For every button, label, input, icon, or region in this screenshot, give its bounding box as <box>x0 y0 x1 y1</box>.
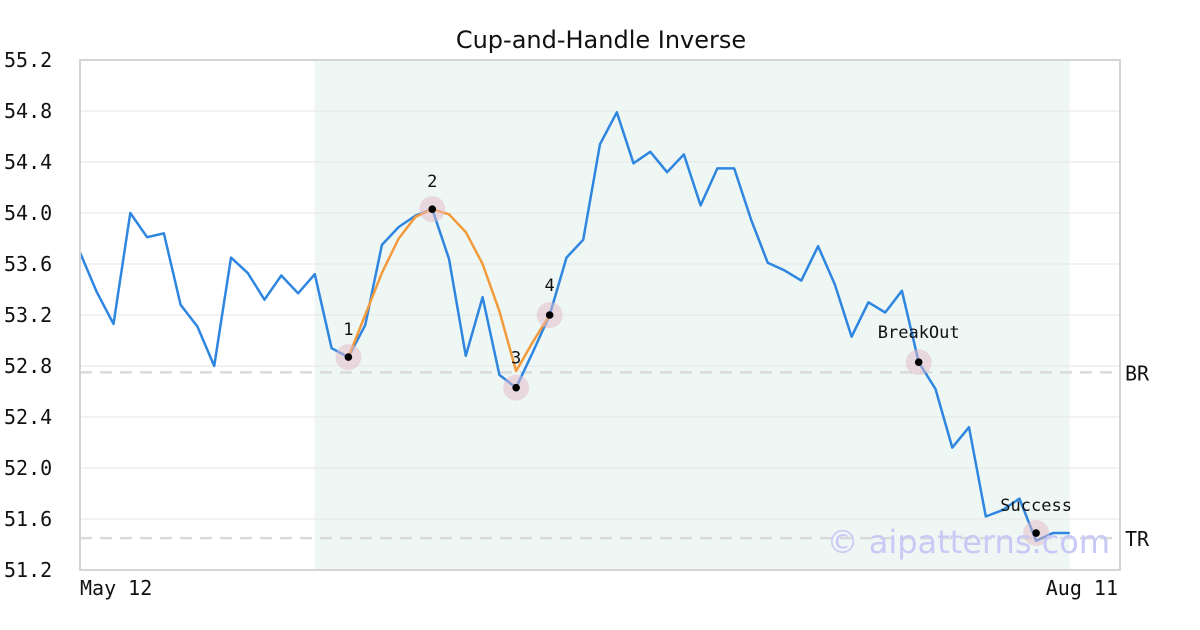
y-tick-label: 54.0 <box>4 201 52 225</box>
y-tick-label: 52.0 <box>4 456 52 480</box>
x-tick-label: Aug 11 <box>1046 576 1118 600</box>
watermark: © aipatterns.com <box>827 523 1110 561</box>
marker-point <box>512 383 520 392</box>
level-label-tr: TR <box>1125 527 1150 551</box>
price-line <box>78 111 1070 542</box>
marker-point <box>914 358 923 366</box>
y-tick-label: 53.2 <box>4 303 52 327</box>
y-tick-label: 51.6 <box>4 507 52 531</box>
marker-label: 3 <box>511 349 521 369</box>
y-tick-label: 52.8 <box>4 354 52 378</box>
y-tick-label: 54.4 <box>4 150 52 174</box>
y-tick-label: 55.2 <box>4 48 52 72</box>
marker-point <box>545 311 554 319</box>
y-tick-label: 54.8 <box>4 99 52 123</box>
marker-point <box>344 353 353 361</box>
marker-label: 4 <box>545 276 555 296</box>
plot-frame <box>79 59 1121 571</box>
x-tick-label: May 12 <box>80 576 152 600</box>
marker-label: 1 <box>343 320 353 340</box>
cup-fit-line <box>347 207 551 373</box>
marker-label: Success <box>1000 496 1072 516</box>
marker-label: BreakOut <box>878 323 960 343</box>
marker-label: 2 <box>427 172 437 192</box>
marker-point <box>428 205 437 213</box>
level-label-br: BR <box>1125 361 1150 385</box>
chart-title: Cup-and-Handle Inverse <box>456 26 746 54</box>
marker-point <box>1032 529 1040 537</box>
y-tick-label: 53.6 <box>4 252 52 276</box>
y-tick-label: 51.2 <box>4 558 52 582</box>
y-tick-label: 52.4 <box>4 405 52 429</box>
